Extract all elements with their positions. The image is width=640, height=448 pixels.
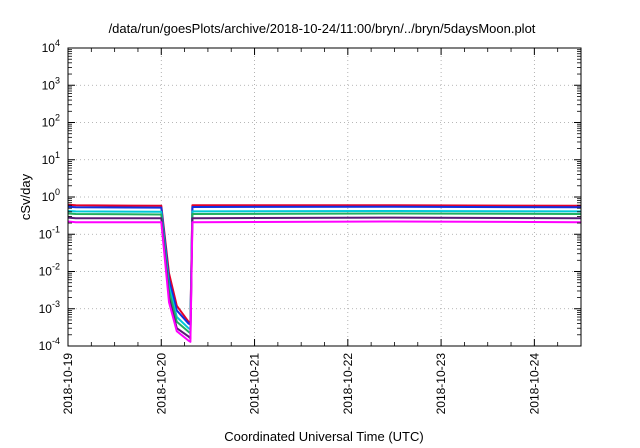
series-line — [67, 220, 582, 343]
y-tick-label: 101 — [42, 150, 60, 167]
x-tick-label: 2018-10-24 — [527, 353, 541, 415]
y-tick-exponent: -4 — [52, 336, 60, 346]
y-tick-base: 10 — [39, 227, 53, 241]
series-line — [67, 203, 582, 324]
y-tick-label: 103 — [42, 75, 60, 92]
x-tick-label: 2018-10-20 — [154, 353, 168, 415]
y-tick-label: 102 — [42, 113, 60, 130]
grid — [68, 48, 581, 346]
series-line — [67, 205, 582, 326]
y-tick-base: 10 — [39, 339, 53, 353]
x-tick-label: 2018-10-21 — [248, 353, 262, 415]
y-tick-label: 100 — [42, 187, 60, 204]
y-tick-base: 10 — [39, 265, 53, 279]
y-tick-exponent: -1 — [52, 224, 60, 234]
series-line — [67, 210, 582, 331]
x-axis-label: Coordinated Universal Time (UTC) — [224, 429, 423, 444]
y-tick-base: 10 — [42, 116, 56, 130]
y-tick-label: 10-3 — [39, 299, 60, 316]
y-tick-exponent: -2 — [52, 262, 60, 272]
y-tick-label: 10-4 — [39, 336, 60, 353]
x-tick-label: 2018-10-19 — [61, 353, 75, 415]
y-tick-exponent: 0 — [55, 187, 60, 197]
y-tick-base: 10 — [42, 153, 56, 167]
y-tick-base: 10 — [39, 302, 53, 316]
y-tick-base: 10 — [42, 190, 56, 204]
y-tick-label: 10-2 — [39, 262, 60, 279]
y-tick-exponent: 1 — [55, 150, 60, 160]
x-axis-ticks: 2018-10-19 2018-10-20 2018-10-21 2018-10-22… — [61, 48, 559, 415]
y-tick-label: 10-1 — [39, 224, 60, 241]
x-tick-label: 2018-10-23 — [434, 353, 448, 415]
series-line — [67, 216, 582, 340]
y-tick-exponent: 2 — [55, 113, 60, 123]
y-tick-exponent: -3 — [52, 299, 60, 309]
series-line — [67, 212, 582, 335]
series-group — [67, 203, 582, 343]
y-tick-exponent: 4 — [55, 38, 60, 48]
x-tick-label: 2018-10-22 — [341, 353, 355, 415]
y-tick-label: 104 — [42, 38, 60, 55]
y-axis-label: cSv/day — [18, 173, 33, 220]
chart-title: /data/run/goesPlots/archive/2018-10-24/1… — [109, 21, 536, 36]
y-tick-base: 10 — [42, 41, 56, 55]
y-tick-base: 10 — [42, 78, 56, 92]
y-tick-exponent: 3 — [55, 75, 60, 85]
